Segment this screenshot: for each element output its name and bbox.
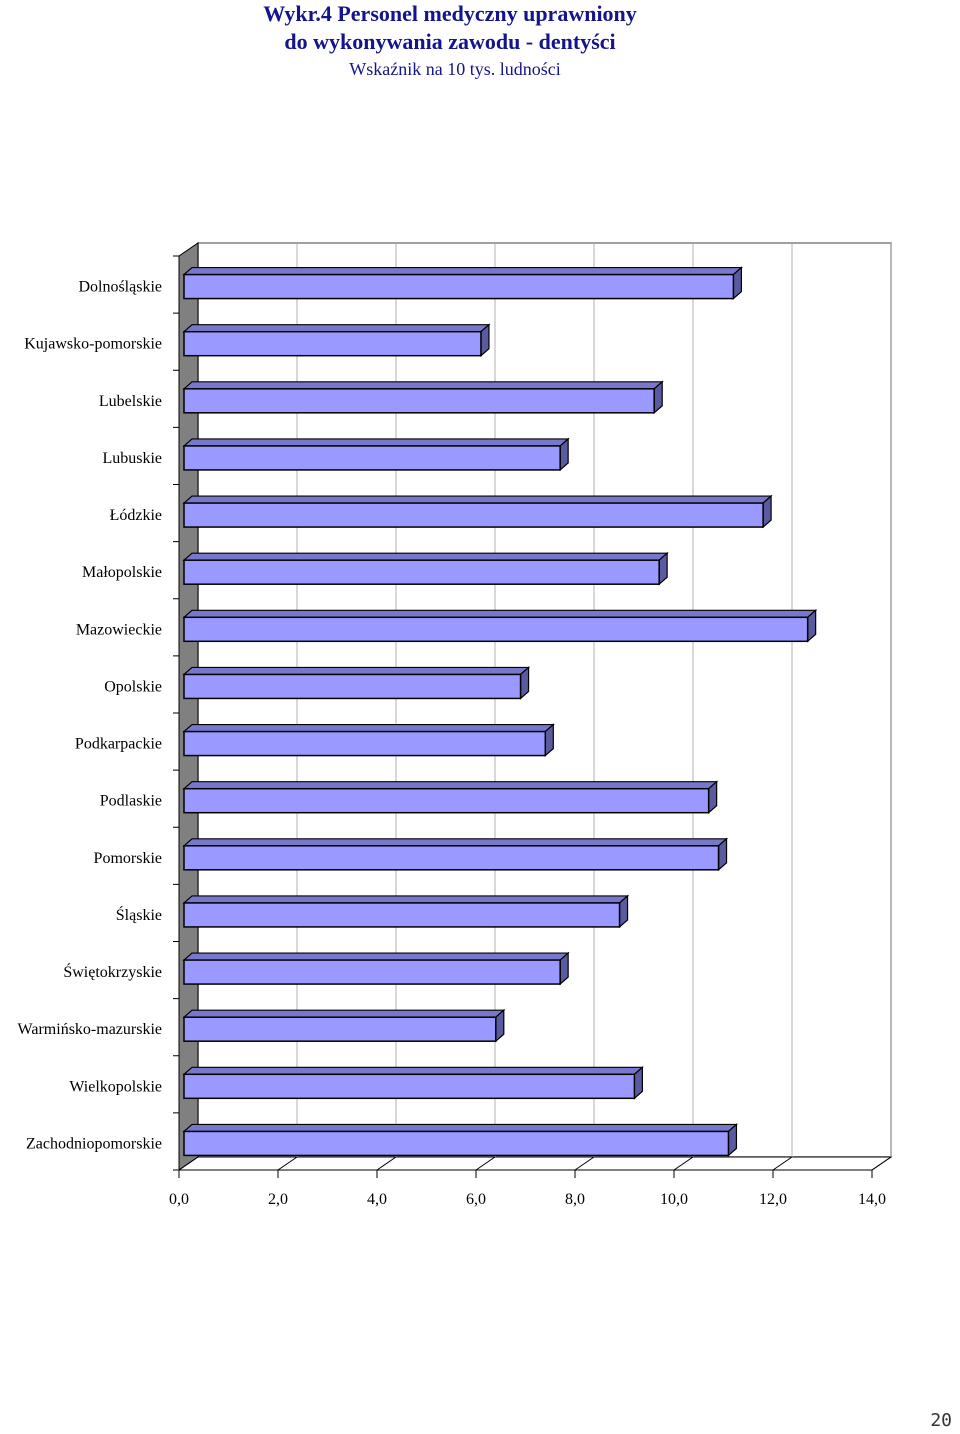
category-label: Podlaskie: [100, 793, 162, 810]
bar: [183, 730, 547, 757]
bar-top-face: [182, 952, 570, 961]
bar-top-face: [182, 723, 555, 733]
floor-gridline: [574, 1156, 595, 1171]
floor-gridline: [871, 1156, 892, 1171]
bar: [183, 1016, 497, 1042]
bar-top-face: [182, 266, 743, 276]
category-label: Warmińsko-mazurskie: [18, 1021, 162, 1038]
x-tick-label: 12,0: [759, 1191, 787, 1208]
bar-top-face: [182, 1009, 506, 1018]
bar-top-face: [182, 438, 570, 447]
category-label: Mazowieckie: [76, 621, 162, 638]
bar: [183, 959, 561, 985]
category-label: Kujawsko-pomorskie: [24, 336, 162, 353]
bar: [183, 845, 720, 871]
category-label: Lubuskie: [102, 450, 162, 467]
floor-gridline: [376, 1156, 397, 1171]
x-tick-label: 14,0: [858, 1191, 886, 1208]
category-label: Zachodniopomorskie: [26, 1135, 162, 1152]
floor-gridline: [772, 1156, 793, 1171]
chart-title-line2: do wykonywania zawodu - dentyści: [284, 29, 616, 54]
x-tick-label: 6,0: [466, 1191, 486, 1208]
category-label: Pomorskie: [94, 850, 162, 867]
bar: [183, 902, 621, 928]
category-label: Świętokrzyskie: [63, 962, 162, 981]
chart-title-line1: Wykr.4 Personel medyczny uprawniony: [263, 1, 637, 26]
x-tick-label: 10,0: [660, 1191, 688, 1208]
bar: [183, 388, 655, 414]
category-label: Podkarpackie: [75, 736, 162, 753]
bar: [183, 1073, 636, 1100]
bar-top-face: [182, 1123, 739, 1133]
category-label: Dolnośląskie: [78, 279, 162, 296]
category-label: Małopolskie: [82, 564, 162, 581]
x-tick-label: 4,0: [367, 1191, 387, 1208]
bar-top-face: [182, 666, 531, 676]
category-label: Wielkopolskie: [69, 1078, 162, 1095]
bar-top-face: [182, 895, 630, 904]
floor-gridline: [178, 1156, 199, 1171]
bar: [183, 616, 809, 643]
bar: [183, 1130, 730, 1157]
bar-top-face: [182, 495, 773, 504]
category-label: Łódzkie: [110, 507, 162, 524]
bar: [183, 787, 710, 814]
chart-subtitle: Wskaźnik na 10 tys. ludności: [349, 59, 561, 79]
x-tick-label: 0,0: [169, 1191, 189, 1208]
floor: [177, 1156, 893, 1171]
x-tick-label: 2,0: [268, 1191, 288, 1208]
page-number: 20: [930, 1410, 952, 1431]
bar-top-face: [182, 552, 669, 561]
bar-top-face: [182, 781, 719, 790]
bar: [183, 673, 522, 700]
category-label: Lubelskie: [99, 393, 162, 410]
bar: [183, 445, 561, 471]
bar: [183, 502, 764, 528]
bar-top-face: [182, 838, 729, 847]
bar: [183, 330, 482, 357]
category-label: Śląskie: [116, 905, 162, 924]
bar-top-face: [182, 324, 491, 333]
floor-gridline: [475, 1156, 496, 1171]
bar: [183, 273, 735, 300]
category-label: Opolskie: [104, 678, 162, 695]
x-tick-label: 8,0: [565, 1191, 585, 1208]
floor-gridline: [277, 1156, 298, 1171]
bar-top-face: [182, 1066, 644, 1075]
bar: [183, 559, 660, 585]
floor-gridline: [673, 1156, 694, 1171]
bar-top-face: [182, 381, 664, 390]
bar-top-face: [182, 609, 818, 618]
